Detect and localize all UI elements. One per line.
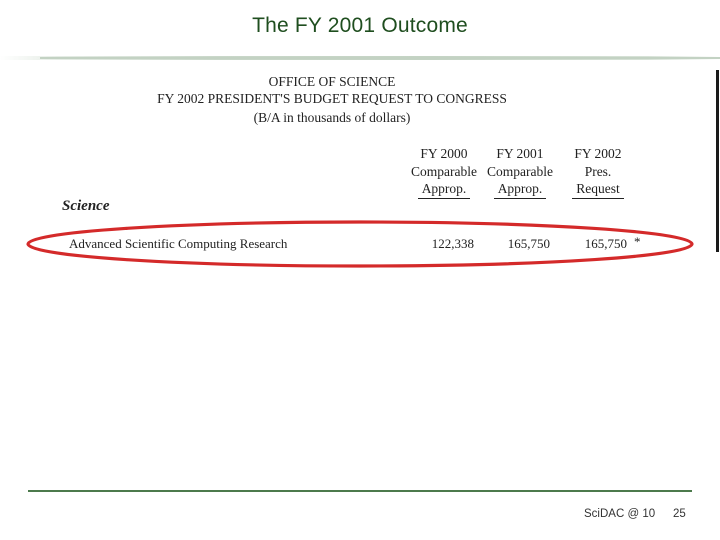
column-header-line: Approp.: [493, 180, 547, 199]
column-header-fy2002: FY 2002 Pres. Request: [560, 145, 636, 199]
row-value-fy2001: 165,750: [507, 236, 550, 251]
column-header-line: FY 2000: [420, 146, 468, 161]
doc-heading-office: OFFICE OF SCIENCE: [268, 74, 396, 89]
page-number: 25: [673, 508, 686, 520]
scan-edge-rule: [716, 70, 719, 252]
column-header-line: Approp.: [417, 180, 471, 199]
column-header-line: Comparable: [487, 163, 553, 179]
column-header-fy2001: FY 2001 Comparable Approp.: [482, 145, 558, 199]
column-header-line: Pres.: [584, 163, 612, 179]
row-footnote-mark: *: [634, 234, 641, 249]
row-value-fy2000: 122,338: [431, 236, 474, 251]
doc-heading-units: (B/A in thousands of dollars): [253, 110, 411, 125]
column-header-line: Request: [572, 180, 624, 199]
footer-label: SciDAC @ 10: [584, 508, 656, 520]
slide-title: The FY 2001 Outcome: [252, 14, 468, 37]
budget-row-ascr: Advanced Scientific Computing Research 1…: [52, 234, 720, 254]
row-value-fy2002: 165,750: [584, 236, 627, 251]
title-divider-line: [40, 57, 720, 59]
column-header-fy2000: FY 2000 Comparable Approp.: [406, 145, 482, 199]
doc-heading-budget-request: FY 2002 PRESIDENT'S BUDGET REQUEST TO CO…: [157, 91, 507, 106]
column-header-line: Comparable: [411, 163, 477, 179]
section-label-science: Science: [62, 198, 110, 214]
footer-divider: [28, 490, 692, 492]
budget-document-scan: OFFICE OF SCIENCE FY 2002 PRESIDENT'S BU…: [52, 64, 720, 264]
column-header-line: FY 2002: [574, 146, 622, 161]
column-header-line: FY 2001: [496, 146, 544, 161]
row-label: Advanced Scientific Computing Research: [69, 236, 288, 251]
